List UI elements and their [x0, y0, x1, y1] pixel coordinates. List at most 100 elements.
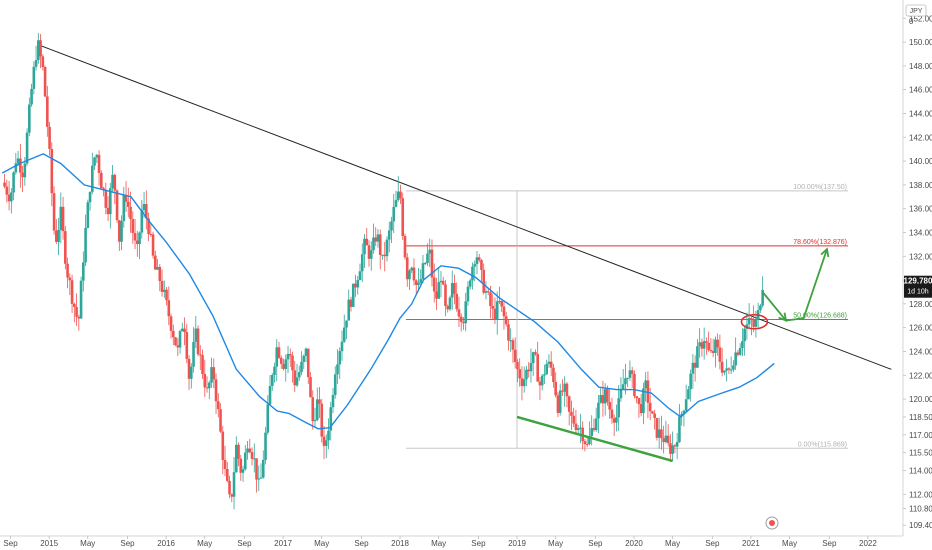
candle-body: [696, 346, 699, 368]
candle-body: [736, 352, 740, 355]
annotations[interactable]: [516, 247, 830, 463]
candle-body: [729, 369, 733, 371]
fib-label: 78.60%(132.876): [793, 239, 847, 246]
candle-body: [30, 88, 33, 105]
candle-body: [12, 172, 15, 193]
candle-body: [527, 369, 530, 372]
candle-body: [711, 351, 715, 353]
candle-body: [509, 340, 513, 342]
candle-body: [120, 221, 123, 242]
candle-body: [104, 190, 108, 208]
candle-body: [225, 469, 229, 481]
candle-body: [405, 257, 409, 280]
candle-body: [646, 380, 650, 403]
candle-body: [93, 157, 96, 166]
candle-body: [169, 316, 173, 331]
price-badges: 129.780 1d 10h: [904, 275, 932, 298]
candle-body: [210, 367, 213, 383]
y-tick-label: 142.000: [909, 133, 932, 142]
candle-body: [567, 396, 571, 412]
fib-levels[interactable]: 100.00%(137.50) 78.60%(132.876) 50.00%(126…: [405, 184, 848, 449]
candle-body: [142, 204, 146, 211]
y-tick-label: 132.000: [909, 252, 932, 261]
candle-body: [383, 254, 387, 257]
candle-body: [52, 193, 56, 231]
candle-body: [459, 316, 463, 322]
candle-body: [417, 282, 420, 285]
candle-body: [297, 372, 301, 378]
candle-body: [136, 240, 139, 245]
candle-body: [255, 458, 258, 480]
candle-body: [630, 370, 634, 374]
x-tick-label: May: [80, 539, 95, 548]
candles: [3, 32, 764, 510]
candle-body: [626, 377, 629, 379]
candle-body: [421, 263, 425, 280]
candle-body: [392, 206, 396, 222]
candle-body: [171, 330, 175, 338]
candle-body: [376, 234, 380, 242]
candle-body: [61, 206, 65, 232]
arrowhead-down: [778, 312, 788, 323]
candle-body: [48, 126, 51, 149]
candle-body: [284, 359, 288, 369]
x-tick-label: May: [782, 539, 797, 548]
candle-body: [378, 234, 382, 255]
candle-body: [504, 316, 508, 325]
candle-body: [174, 337, 177, 346]
support-trendline[interactable]: [516, 415, 673, 463]
candle-body: [185, 332, 189, 359]
candle-body: [158, 266, 162, 282]
candle-body: [21, 172, 24, 178]
candle-body: [552, 367, 555, 383]
candle-body: [468, 280, 472, 287]
candle-body: [358, 271, 362, 281]
candle-body: [162, 289, 166, 292]
candle-body: [327, 430, 330, 441]
candle-body: [257, 478, 261, 480]
y-tick-label: 134.000: [909, 228, 932, 237]
candle-body: [610, 409, 614, 419]
breakout-highlight-circle[interactable]: [740, 313, 769, 330]
candle-body: [50, 148, 54, 194]
candle-body: [3, 182, 6, 187]
candle-body: [639, 404, 643, 414]
x-tick-label: 2016: [157, 539, 175, 548]
x-tick-label: May: [665, 539, 680, 548]
tradingview-logo[interactable]: [765, 516, 779, 530]
candle-body: [437, 282, 441, 299]
candle-body: [534, 352, 537, 355]
candle-body: [477, 257, 481, 261]
plot-area[interactable]: [0, 0, 903, 536]
x-axis[interactable]: Sep 2015 May Sep 2016 May Sep 2017 May Sep 2018 May…: [3, 536, 877, 548]
x-tick-label: 2019: [508, 539, 526, 548]
candle-body: [28, 104, 31, 133]
candle-body: [246, 448, 249, 453]
candle-body: [520, 378, 524, 387]
currency-badge[interactable]: JPY: [905, 4, 927, 17]
candle-body: [43, 66, 47, 97]
candle-body: [88, 191, 92, 203]
candle-body: [495, 301, 499, 320]
candle-body: [140, 210, 144, 233]
candle-body: [315, 399, 319, 420]
y-axis[interactable]: 152.000 150.000 148.000 146.000 144.000 142.0…: [903, 5, 932, 530]
candle-body: [351, 283, 355, 307]
projection-arrow[interactable]: [761, 248, 828, 322]
candle-body: [554, 382, 557, 396]
candle-body: [660, 429, 663, 439]
candle-body: [682, 410, 686, 414]
candle-body: [403, 236, 407, 258]
candle-body: [732, 365, 735, 370]
candle-body: [664, 435, 668, 443]
candle-body: [426, 253, 429, 263]
candle-body: [653, 413, 656, 419]
candle-body: [129, 206, 132, 219]
candle-body: [97, 154, 101, 173]
candle-body: [633, 373, 636, 397]
candle-body: [592, 428, 596, 431]
candle-body: [331, 394, 335, 408]
candle-body: [597, 402, 600, 419]
candle-body: [727, 368, 731, 370]
